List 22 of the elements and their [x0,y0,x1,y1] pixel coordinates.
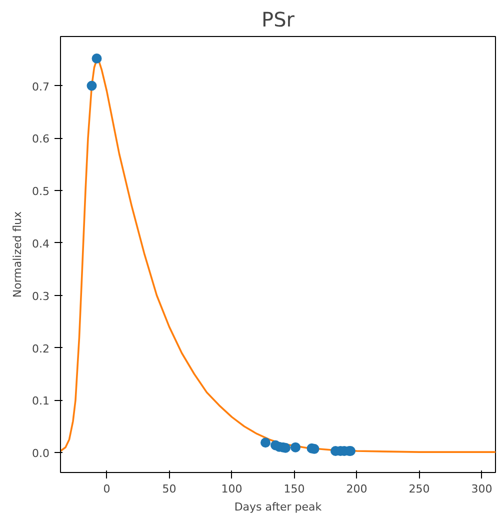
point [260,438,270,448]
y-tick-label: 0.3 [32,290,50,303]
y-axis-title: Normalized flux [11,210,24,298]
x-tick-label: 0 [103,482,110,496]
chart-title: PSr [262,8,296,32]
point [290,442,300,452]
x-tick-label: 200 [346,482,368,496]
x-axis-title: Days after peak [234,500,322,514]
x-tick-label: 250 [408,482,430,496]
y-tick-label: 0.2 [32,342,50,356]
x-tick-label: 150 [284,482,305,496]
x-tick-label: 300 [471,482,492,496]
y-tick-label: 0.0 [32,447,50,460]
x-tick-label: 100 [221,482,242,496]
y-tick-label: 0.6 [32,132,50,146]
x-tick-label: 50 [162,482,176,496]
point [86,80,97,91]
y-tick-label: 0.1 [32,394,50,408]
point [92,54,102,64]
y-tick-label: 0.4 [32,237,50,250]
y-tick-label: 0.7 [32,80,50,94]
y-tick-label: 0.5 [32,185,50,198]
